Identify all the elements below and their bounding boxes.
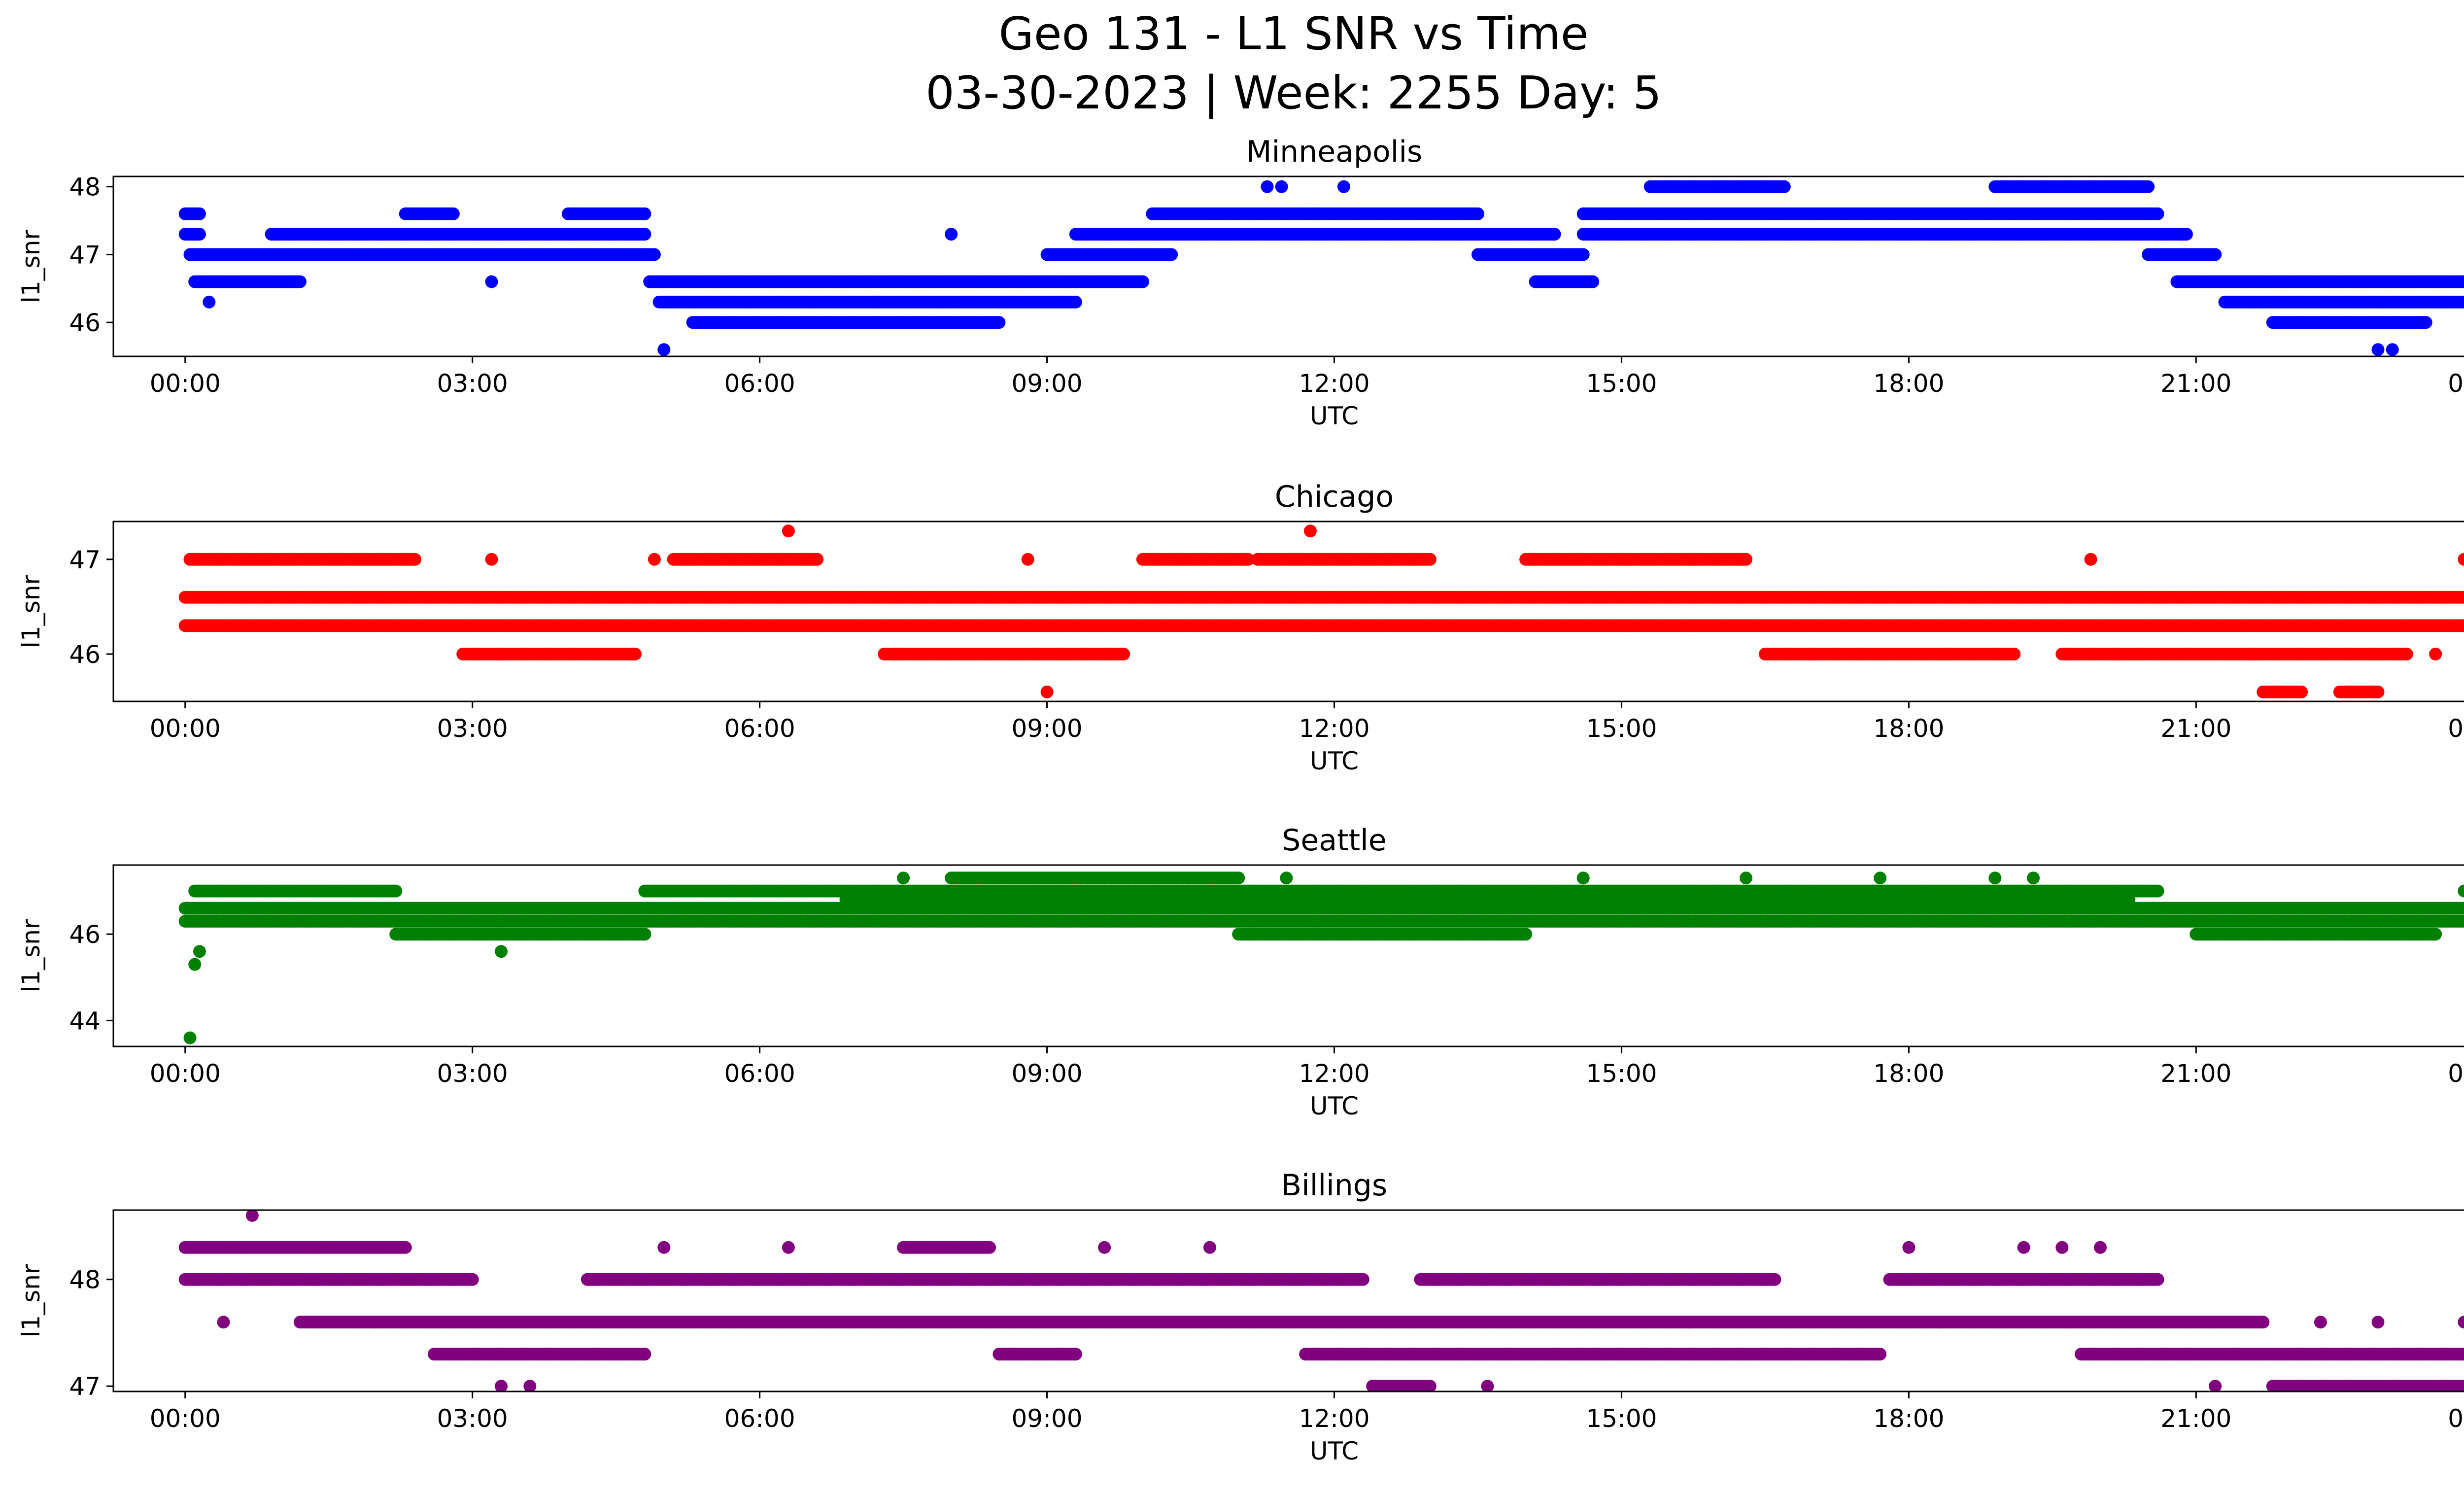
scatter-series (178, 524, 2464, 698)
data-point (1778, 180, 1791, 193)
data-point (2008, 647, 2021, 661)
data-point (2463, 278, 2464, 286)
data-point (1586, 275, 1600, 288)
data-point (2180, 228, 2193, 241)
data-point (2151, 207, 2164, 220)
y-tick-label: 46 (69, 309, 101, 337)
x-tick-label: 06:00 (724, 369, 795, 398)
data-point (1261, 180, 1274, 193)
data-point (2460, 296, 2464, 308)
x-tick-label: 03:00 (437, 369, 508, 398)
y-axis-label: l1_snr (17, 230, 45, 303)
data-point (2419, 316, 2432, 329)
x-tick-label: 12:00 (1299, 369, 1369, 398)
data-point (2463, 593, 2464, 601)
data-point (1117, 647, 1130, 661)
data-point (648, 248, 661, 261)
figure-title-line1: Geo 131 - L1 SNR vs Time (999, 7, 1589, 60)
data-point (811, 553, 824, 566)
x-tick-label: 21:00 (2160, 369, 2231, 398)
data-point (2460, 620, 2464, 632)
data-point (638, 207, 651, 220)
y-tick-label: 48 (69, 173, 101, 202)
data-point (193, 207, 206, 220)
data-point (1069, 295, 1082, 309)
data-point (2460, 276, 2464, 288)
x-axis-label: UTC (1310, 402, 1359, 430)
subplot-title: Minneapolis (1246, 135, 1423, 169)
data-point (485, 275, 498, 288)
data-point (1576, 248, 1590, 261)
data-point (2371, 343, 2385, 356)
subplot-minneapolis: 46 47 48 00:00 03:00 06:00 09:00 12:00 15:00 18:0… (17, 135, 2464, 430)
data-point (629, 647, 642, 661)
data-point (945, 228, 958, 241)
x-tick-label: 15:00 (1586, 369, 1657, 398)
data-point (2386, 343, 2399, 356)
data-point (1423, 553, 1437, 566)
y-tick-label: 47 (69, 241, 101, 269)
data-point (1472, 207, 1484, 220)
x-tick-label: 18:00 (1873, 369, 1944, 398)
data-point (657, 343, 671, 356)
data-point (2463, 298, 2464, 306)
x-tick-label: 09:00 (1012, 369, 1083, 398)
data-point (203, 295, 216, 309)
x-tick-label: 00:00 (2448, 369, 2464, 398)
data-point (1136, 275, 1149, 288)
data-point (1337, 180, 1350, 193)
data-point (1275, 180, 1288, 193)
data-point (293, 275, 307, 288)
data-point (638, 228, 651, 241)
data-point (992, 316, 1006, 329)
data-point (1165, 248, 1178, 261)
data-point (1241, 553, 1255, 566)
data-point (409, 553, 422, 566)
subplots: 46 47 48 00:00 03:00 06:00 09:00 12:00 15:00 18:0… (17, 135, 2464, 1465)
data-point (2142, 180, 2155, 193)
data-point (446, 207, 460, 220)
data-point (2463, 622, 2464, 630)
data-point (1548, 228, 1561, 241)
data-point (1740, 553, 1752, 566)
data-point (2460, 591, 2464, 603)
data-point (193, 228, 206, 241)
scatter-series (178, 180, 2464, 356)
data-point (2209, 248, 2222, 261)
x-tick-label: 00:00 (150, 369, 221, 398)
figure-title-line2: 03-30-2023 | Week: 2255 Day: 5 (925, 67, 1662, 119)
